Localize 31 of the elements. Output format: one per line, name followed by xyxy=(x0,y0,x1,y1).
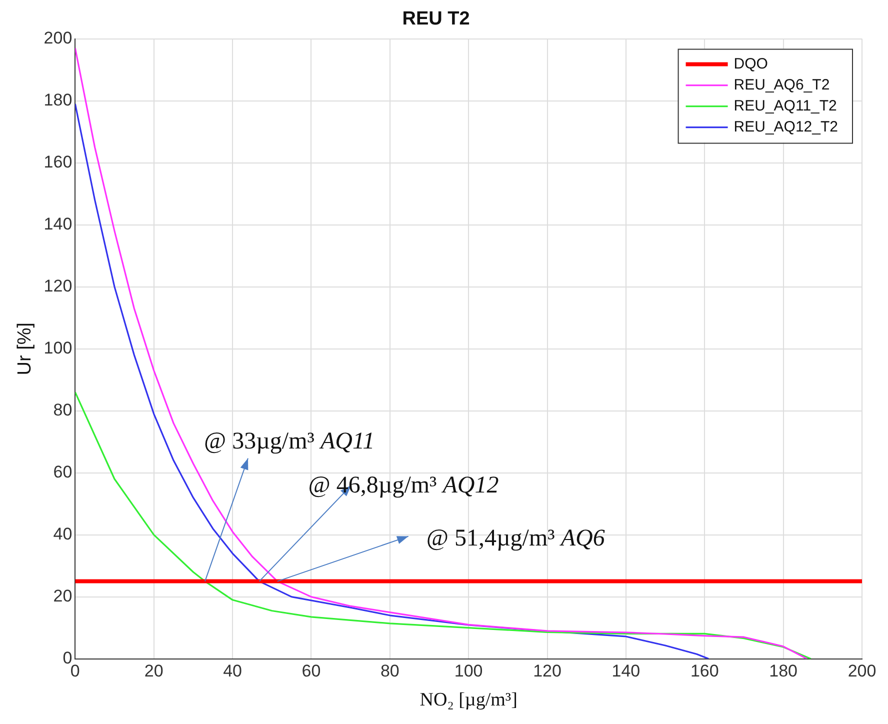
x-tick-label: 80 xyxy=(380,662,400,681)
y-tick-label: 0 xyxy=(62,648,72,668)
x-tick-label: 180 xyxy=(769,662,798,681)
x-axis-title: NO₂ [µg/m³] xyxy=(420,690,518,711)
y-tick-label: 200 xyxy=(44,28,72,48)
y-tick-label: 180 xyxy=(44,90,72,110)
y-tick-label: 60 xyxy=(53,462,72,482)
y-tick-label: 80 xyxy=(53,400,72,420)
x-tick-label: 60 xyxy=(302,662,321,681)
x-tick-label: 160 xyxy=(690,662,719,681)
chart-title: REU T2 xyxy=(402,8,470,30)
y-tick-label: 20 xyxy=(53,586,72,606)
y-tick-label: 120 xyxy=(44,276,72,296)
y-tick-label: 100 xyxy=(44,338,72,358)
x-tick-label: 20 xyxy=(144,662,164,681)
y-tick-label: 140 xyxy=(44,214,72,234)
x-tick-label: 40 xyxy=(223,662,242,681)
annotation: @ 33µg/m³ AQ11 xyxy=(204,428,375,454)
y-axis-title: Ur [%] xyxy=(14,322,36,376)
y-tick-label: 160 xyxy=(44,152,72,172)
x-tick-label: 120 xyxy=(533,662,562,681)
legend-label: DQO xyxy=(734,55,768,72)
x-tick-label: 100 xyxy=(454,662,483,681)
annotation: @ 51,4µg/m³ AQ6 xyxy=(426,525,605,552)
legend-label: REU_AQ12_T2 xyxy=(734,118,838,136)
x-tick-label: 200 xyxy=(848,662,876,681)
x-tick-label: 140 xyxy=(612,662,640,681)
legend-label: REU_AQ6_T2 xyxy=(734,76,830,94)
legend-label: REU_AQ11_T2 xyxy=(734,97,837,114)
y-tick-label: 40 xyxy=(53,524,72,544)
annotation: @ 46,8µg/m³ AQ12 xyxy=(308,472,499,498)
